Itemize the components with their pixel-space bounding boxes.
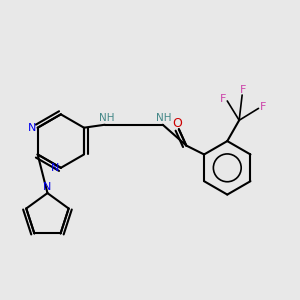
Text: F: F (260, 102, 266, 112)
Text: NH: NH (98, 113, 114, 123)
Text: NH: NH (157, 113, 172, 123)
Text: F: F (220, 94, 226, 103)
Text: N: N (28, 123, 37, 133)
Text: N: N (43, 182, 52, 192)
Text: N: N (51, 163, 60, 173)
Text: F: F (240, 85, 246, 95)
Text: O: O (172, 117, 182, 130)
